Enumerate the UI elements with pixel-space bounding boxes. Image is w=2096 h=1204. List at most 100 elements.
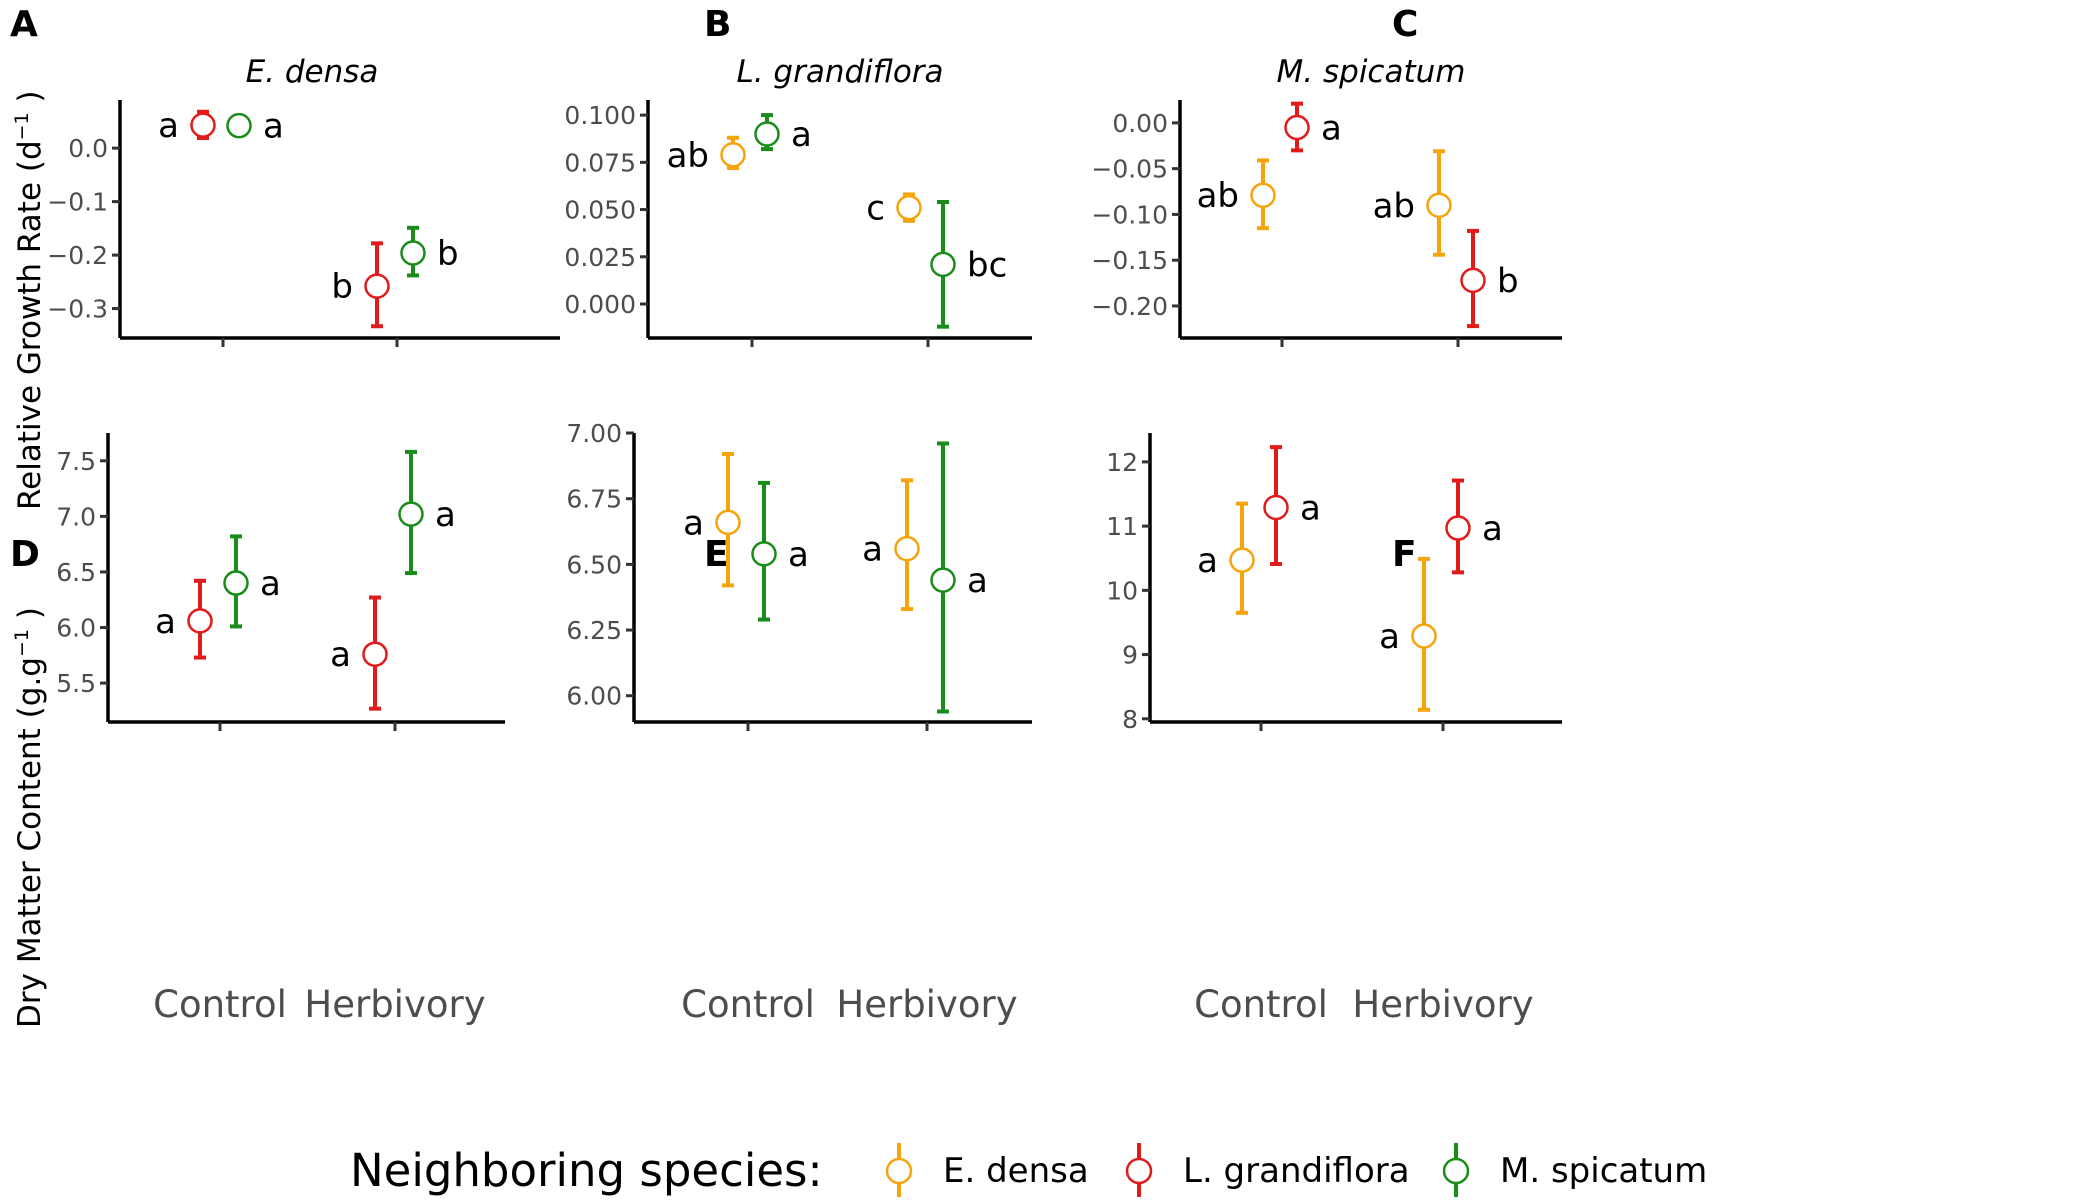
panel-c-y-tick-label: −0.10	[1091, 200, 1168, 229]
panel-c-control-e-densa-significance-label: ab	[1197, 176, 1239, 216]
panel-e-category-label-control: Control	[681, 983, 815, 1026]
legend-marker-l-grandiflora	[1125, 1157, 1153, 1185]
y-axis-title-dmc: Dry Matter Content (g.g−1 )	[11, 607, 48, 1028]
panel-d-control-m-spicatum-point	[223, 570, 249, 596]
panel-a-herbivory-m-spicatum-point	[400, 240, 426, 266]
panel-d-category-label-herbivory: Herbivory	[304, 983, 485, 1026]
legend: Neighboring species: E. densa L. grandif…	[350, 1143, 1707, 1197]
panel-c-herbivory-l-grandiflora-significance-label: b	[1497, 261, 1519, 301]
panel-f-control-l-grandiflora-significance-label: a	[1300, 488, 1321, 528]
panel-d: 7.5 7.0 6.5 6.0 5.5 Control Herbivory a a a a	[56, 433, 505, 1026]
legend-title: Neighboring species:	[350, 1144, 823, 1197]
panel-e-y-tick-label: 7.00	[566, 419, 622, 448]
panel-e-control-e-densa-significance-label: a	[683, 503, 704, 543]
panel-b-herbivory-m-spicatum-significance-label: bc	[967, 245, 1007, 285]
panel-a-herbivory-l-grandiflora-point	[364, 273, 390, 299]
panel-e-herbivory-m-spicatum-significance-label: a	[967, 561, 988, 601]
panel-c: M. spicatum0.00−0.05−0.10−0.15−0.20abaab…	[1091, 54, 1562, 347]
panel-d-herbivory-l-grandiflora-point	[362, 641, 388, 667]
panel-f-herbivory-l-grandiflora-point	[1445, 515, 1471, 541]
y-axis-title-dmc-close: )	[12, 607, 48, 629]
y-axis-title-growth: Relative Growth Rate (d−1 )	[11, 90, 48, 510]
panel-e-y-tick-label: 6.00	[566, 682, 622, 711]
y-axis-title-growth-sup: −1	[11, 112, 33, 140]
panel-a-control-l-grandiflora-significance-label: a	[158, 106, 179, 146]
panel-c-control-e-densa-point	[1250, 182, 1276, 208]
panel-d-y-tick-label: 6.0	[56, 614, 96, 643]
panel-d-herbivory-m-spicatum-significance-label: a	[435, 495, 456, 535]
panel-letter-c: C	[1392, 4, 1418, 45]
panel-f-y-tick-label: 9	[1122, 641, 1138, 670]
panel-c-y-tick-label: 0.00	[1112, 109, 1168, 138]
panel-a-control-m-spicatum-point	[226, 112, 252, 139]
panel-c-herbivory-e-densa-point	[1426, 192, 1452, 219]
legend-item-e-densa: E. densa	[885, 1143, 1089, 1197]
panel-d-y-tick-label: 7.5	[56, 447, 96, 476]
panel-c-y-tick-label: −0.15	[1091, 246, 1168, 275]
panel-b-herbivory-e-densa-point	[896, 194, 922, 221]
panel-d-control-l-grandiflora-significance-label: a	[155, 602, 176, 642]
legend-item-l-grandiflora: L. grandiflora	[1125, 1143, 1410, 1197]
panel-e-y-tick-label: 6.25	[566, 616, 622, 645]
panel-d-y-tick-label: 7.0	[56, 502, 96, 531]
panel-a-control-m-spicatum-significance-label: a	[263, 107, 284, 147]
panel-d-control-m-spicatum-significance-label: a	[260, 564, 281, 604]
panel-f-control-e-densa-point	[1229, 547, 1255, 573]
y-axis-title-growth-close: )	[12, 90, 48, 112]
panel-a-y-tick-label: −0.1	[47, 188, 108, 217]
panel-e-control-m-spicatum-point	[751, 541, 777, 567]
panel-b-herbivory-e-densa-significance-label: c	[866, 189, 885, 229]
panel-f-y-tick-label: 10	[1106, 576, 1138, 605]
panel-c-herbivory-l-grandiflora-point	[1460, 267, 1486, 294]
y-axis-title-growth-main: Relative Growth Rate (d	[12, 140, 48, 510]
panel-f-control-e-densa-significance-label: a	[1197, 541, 1218, 581]
panel-e-y-tick-label: 6.50	[566, 550, 622, 579]
panel-a-y-tick-label: −0.3	[47, 295, 108, 324]
panel-a-y-tick-label: −0.2	[47, 241, 108, 270]
panel-d-category-label-control: Control	[153, 983, 287, 1026]
panel-letter-e: E	[704, 534, 729, 575]
panel-b-y-tick-label: 0.050	[564, 196, 636, 225]
panel-letter-f: F	[1392, 534, 1417, 575]
panel-d-y-tick-label: 5.5	[56, 669, 96, 698]
legend-label-e-densa: E. densa	[943, 1151, 1089, 1191]
panel-d-herbivory-m-spicatum-point	[398, 501, 424, 527]
panel-e-y-tick-label: 6.75	[566, 485, 622, 514]
panel-e-herbivory-e-densa-point	[894, 535, 920, 562]
panel-b-control-e-densa-point	[720, 142, 746, 168]
panel-a-control-l-grandiflora-point	[190, 112, 216, 138]
panel-f-y-tick-label: 8	[1122, 705, 1138, 734]
panel-f-herbivory-l-grandiflora-significance-label: a	[1482, 509, 1503, 549]
legend-item-m-spicatum: M. spicatum	[1442, 1143, 1707, 1197]
panel-f-y-tick-label: 11	[1106, 512, 1138, 541]
panel-c-y-tick-label: −0.05	[1091, 155, 1168, 184]
panel-a-herbivory-m-spicatum-significance-label: b	[437, 234, 459, 274]
legend-label-m-spicatum: M. spicatum	[1500, 1151, 1707, 1191]
y-axis-title-dmc-sup: −1	[11, 629, 33, 657]
panel-b-herbivory-m-spicatum-point	[930, 251, 956, 278]
panel-f-category-label-herbivory: Herbivory	[1352, 983, 1533, 1026]
panel-f-herbivory-e-densa-point	[1411, 623, 1437, 649]
panel-a-herbivory-l-grandiflora-significance-label: b	[331, 267, 353, 307]
panel-d-y-tick-label: 6.5	[56, 558, 96, 587]
panel-e-herbivory-e-densa-significance-label: a	[862, 530, 883, 570]
panel-f-y-tick-label: 12	[1106, 448, 1138, 477]
panel-c-control-l-grandiflora-point	[1284, 114, 1310, 141]
panel-e-control-m-spicatum-significance-label: a	[788, 535, 809, 575]
panel-letter-b: B	[704, 4, 731, 45]
panel-d-herbivory-l-grandiflora-significance-label: a	[330, 635, 351, 675]
panel-b-control-e-densa-significance-label: ab	[667, 136, 709, 176]
panel-e-category-label-herbivory: Herbivory	[836, 983, 1017, 1026]
panel-b-title: L. grandiflora	[736, 54, 943, 90]
panel-b-y-tick-label: 0.100	[564, 101, 636, 130]
panel-b-y-tick-label: 0.025	[564, 243, 636, 272]
panel-e-herbivory-m-spicatum-point	[930, 567, 956, 593]
panel-a-y-tick-label: 0.0	[68, 134, 108, 163]
panel-f: 12 11 10 9 8 Control Herbivory a a a a	[1106, 433, 1562, 1026]
panel-f-herbivory-e-densa-significance-label: a	[1379, 617, 1400, 657]
panel-d-control-l-grandiflora-point	[187, 608, 213, 634]
panel-c-y-tick-label: −0.20	[1091, 292, 1168, 321]
panel-c-herbivory-e-densa-significance-label: ab	[1373, 186, 1415, 226]
